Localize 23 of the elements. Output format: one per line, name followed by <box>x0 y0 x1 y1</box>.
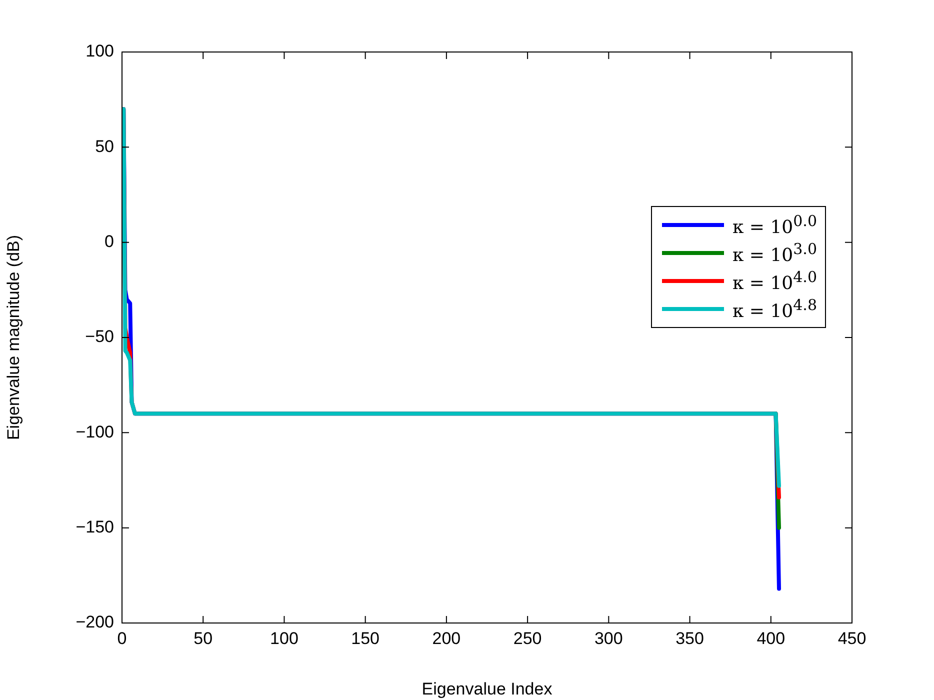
y-tick-label: −100 <box>76 422 114 442</box>
legend-label: κ = 10$^{4.0}$ <box>732 268 817 294</box>
x-tick-label: 0 <box>117 628 127 648</box>
legend-label: κ = 10$^{4.8}$ <box>732 296 817 322</box>
y-tick-label: −50 <box>85 327 114 346</box>
legend-label: κ = 10$^{0.0}$ <box>732 212 817 238</box>
legend-label: κ = 10$^{3.0}$ <box>732 240 817 266</box>
y-tick-label: −200 <box>76 612 114 632</box>
x-tick-label: 450 <box>838 628 866 648</box>
x-axis-title: Eigenvalue Index <box>422 679 553 698</box>
x-tick-label: 400 <box>756 628 786 648</box>
x-tick-label: 200 <box>432 628 461 648</box>
x-tick-label: 50 <box>194 628 213 648</box>
x-tick-label: 250 <box>513 628 542 648</box>
y-tick-label: 50 <box>95 136 114 156</box>
x-tick-label: 300 <box>594 628 623 648</box>
x-tick-label: 350 <box>676 628 704 648</box>
x-tick-label: 150 <box>351 628 380 648</box>
y-axis-title: Eigenvalue magnitude (dB) <box>4 234 23 440</box>
y-tick-label: −150 <box>76 518 114 537</box>
y-tick-label: 0 <box>104 232 114 252</box>
x-tick-label: 100 <box>270 628 298 648</box>
y-tick-label: 100 <box>86 42 114 61</box>
